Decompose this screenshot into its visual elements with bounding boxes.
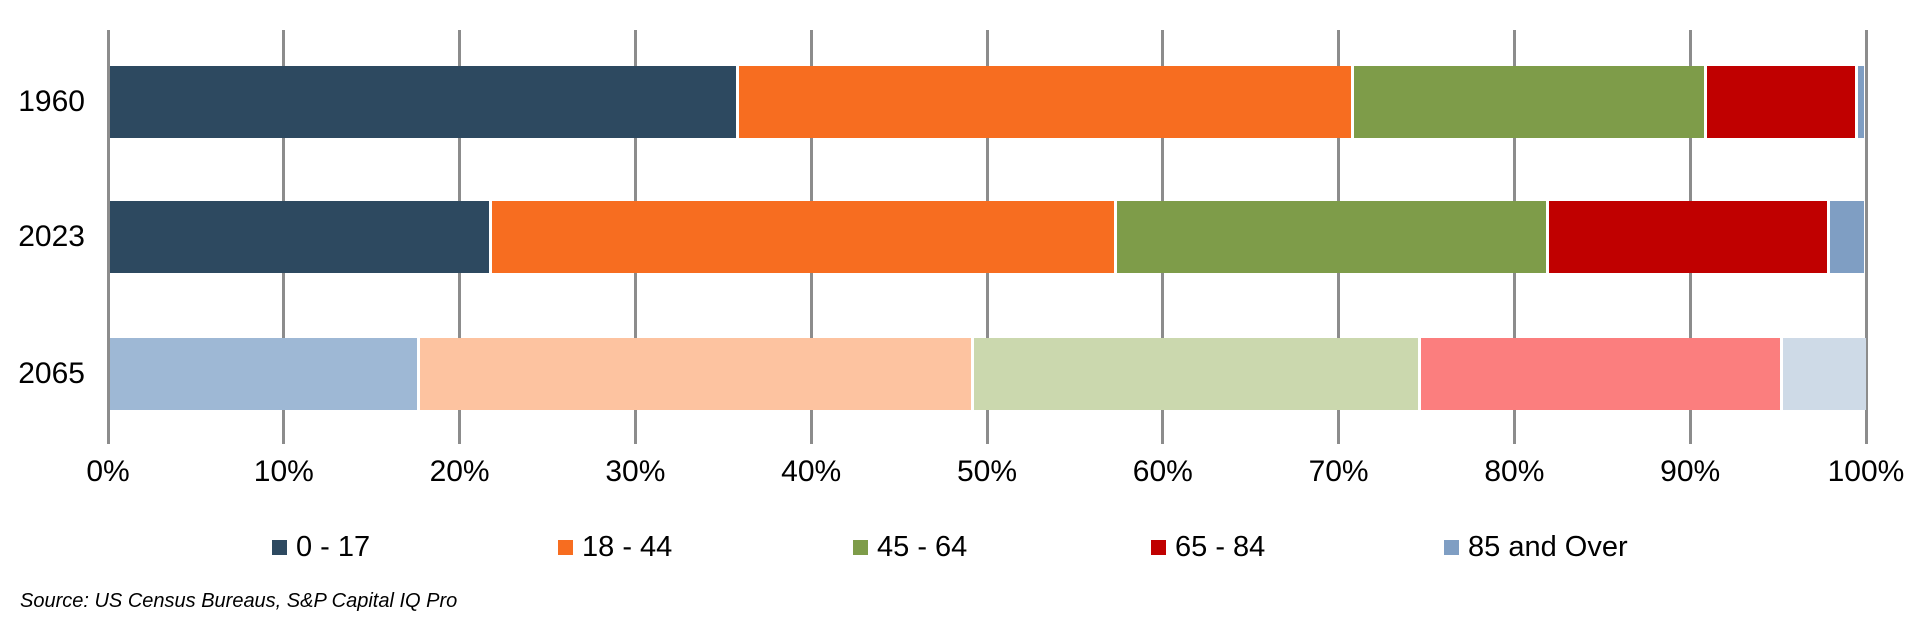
x-tick-label: 20% bbox=[429, 455, 490, 488]
legend-label: 45 - 64 bbox=[877, 531, 968, 563]
gridline-100% bbox=[1864, 30, 1868, 444]
source-note: Source: US Census Bureaus, S&P Capital I… bbox=[20, 590, 458, 612]
bar-segment-1960-65-84 bbox=[1704, 66, 1856, 138]
legend-item-18-44: 18 - 44 bbox=[558, 530, 672, 564]
legend-swatch-icon bbox=[853, 539, 868, 555]
y-axis-label-2023: 2023 bbox=[18, 220, 85, 253]
x-tick-label: 60% bbox=[1132, 455, 1193, 488]
y-axis-label-2065: 2065 bbox=[18, 357, 85, 390]
bar-segment-2065-0-17 bbox=[110, 338, 418, 410]
bar-segment-2023-65-84 bbox=[1546, 201, 1828, 273]
x-tick-label: 10% bbox=[253, 455, 314, 488]
legend-label: 65 - 84 bbox=[1175, 531, 1266, 563]
legend-swatch-icon bbox=[1151, 539, 1166, 555]
bar-segment-2023-45-64 bbox=[1113, 201, 1547, 273]
x-tick-label: 50% bbox=[956, 455, 1018, 488]
x-tick-label: 70% bbox=[1308, 455, 1369, 488]
legend-item-45-64: 45 - 64 bbox=[853, 530, 967, 564]
legend-item-65-84: 65 - 84 bbox=[1151, 530, 1265, 564]
x-tick-label: 80% bbox=[1484, 455, 1545, 488]
bar-segment-2023-0-17 bbox=[110, 201, 490, 273]
bar-segment-2023-85andOver bbox=[1827, 201, 1865, 273]
legend-label: 0 - 17 bbox=[296, 531, 371, 563]
bar-segment-2065-45-64 bbox=[971, 338, 1418, 410]
legend-swatch-icon bbox=[558, 539, 573, 555]
y-axis-label-1960: 1960 bbox=[18, 85, 85, 118]
x-tick-label: 30% bbox=[605, 455, 666, 488]
bar-segment-1960-85andOver bbox=[1855, 66, 1865, 138]
bar-segment-2023-18-44 bbox=[489, 201, 1114, 273]
legend-label: 85 and Over bbox=[1468, 531, 1628, 563]
legend-label: 18 - 44 bbox=[582, 531, 673, 563]
x-tick-label: 0% bbox=[86, 455, 130, 488]
bar-segment-2065-65-84 bbox=[1417, 338, 1780, 410]
x-tick-label: 90% bbox=[1660, 455, 1721, 488]
bar-segment-1960-18-44 bbox=[735, 66, 1351, 138]
x-tick-label: 40% bbox=[781, 455, 842, 488]
bar-segment-2065-85andOver bbox=[1779, 338, 1866, 410]
gridline-0% bbox=[106, 30, 110, 444]
x-tick-label: 100% bbox=[1827, 455, 1905, 488]
legend-item-0-17: 0 - 17 bbox=[272, 530, 370, 564]
legend-swatch-icon bbox=[1444, 539, 1459, 555]
legend-item-85andOver: 85 and Over bbox=[1444, 530, 1628, 564]
legend-swatch-icon bbox=[272, 539, 287, 555]
bar-segment-1960-0-17 bbox=[110, 66, 736, 138]
bar-segment-2065-18-44 bbox=[417, 338, 972, 410]
bar-segment-1960-45-64 bbox=[1350, 66, 1705, 138]
